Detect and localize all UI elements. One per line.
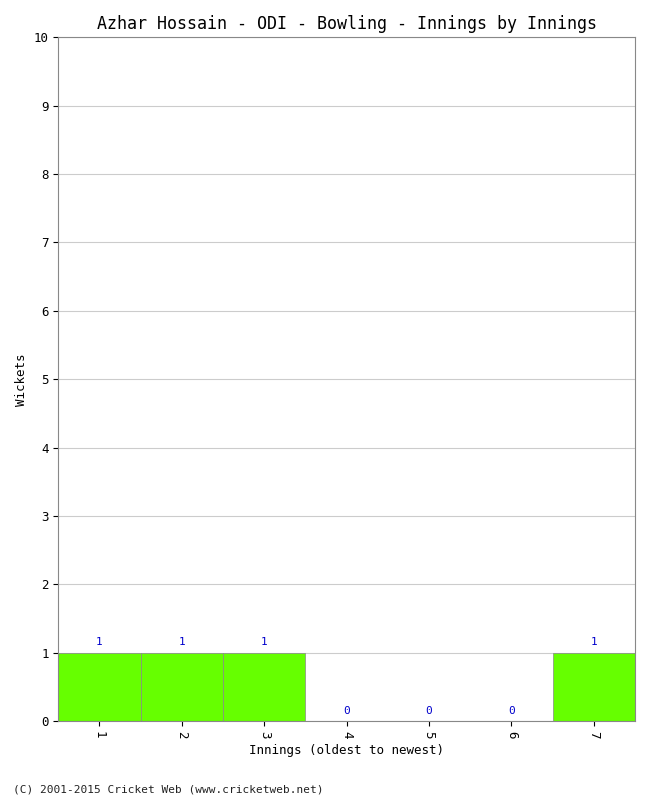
Text: (C) 2001-2015 Cricket Web (www.cricketweb.net): (C) 2001-2015 Cricket Web (www.cricketwe… <box>13 784 324 794</box>
Bar <box>223 653 306 722</box>
Y-axis label: Wickets: Wickets <box>15 353 28 406</box>
Bar <box>58 653 140 722</box>
Text: 0: 0 <box>508 706 515 716</box>
Text: 1: 1 <box>261 638 268 647</box>
X-axis label: Innings (oldest to newest): Innings (oldest to newest) <box>249 744 444 757</box>
Text: 1: 1 <box>179 638 185 647</box>
Text: 0: 0 <box>426 706 432 716</box>
Bar <box>140 653 223 722</box>
Text: 1: 1 <box>96 638 103 647</box>
Text: 0: 0 <box>343 706 350 716</box>
Bar <box>552 653 635 722</box>
Title: Azhar Hossain - ODI - Bowling - Innings by Innings: Azhar Hossain - ODI - Bowling - Innings … <box>97 15 597 33</box>
Text: 1: 1 <box>590 638 597 647</box>
